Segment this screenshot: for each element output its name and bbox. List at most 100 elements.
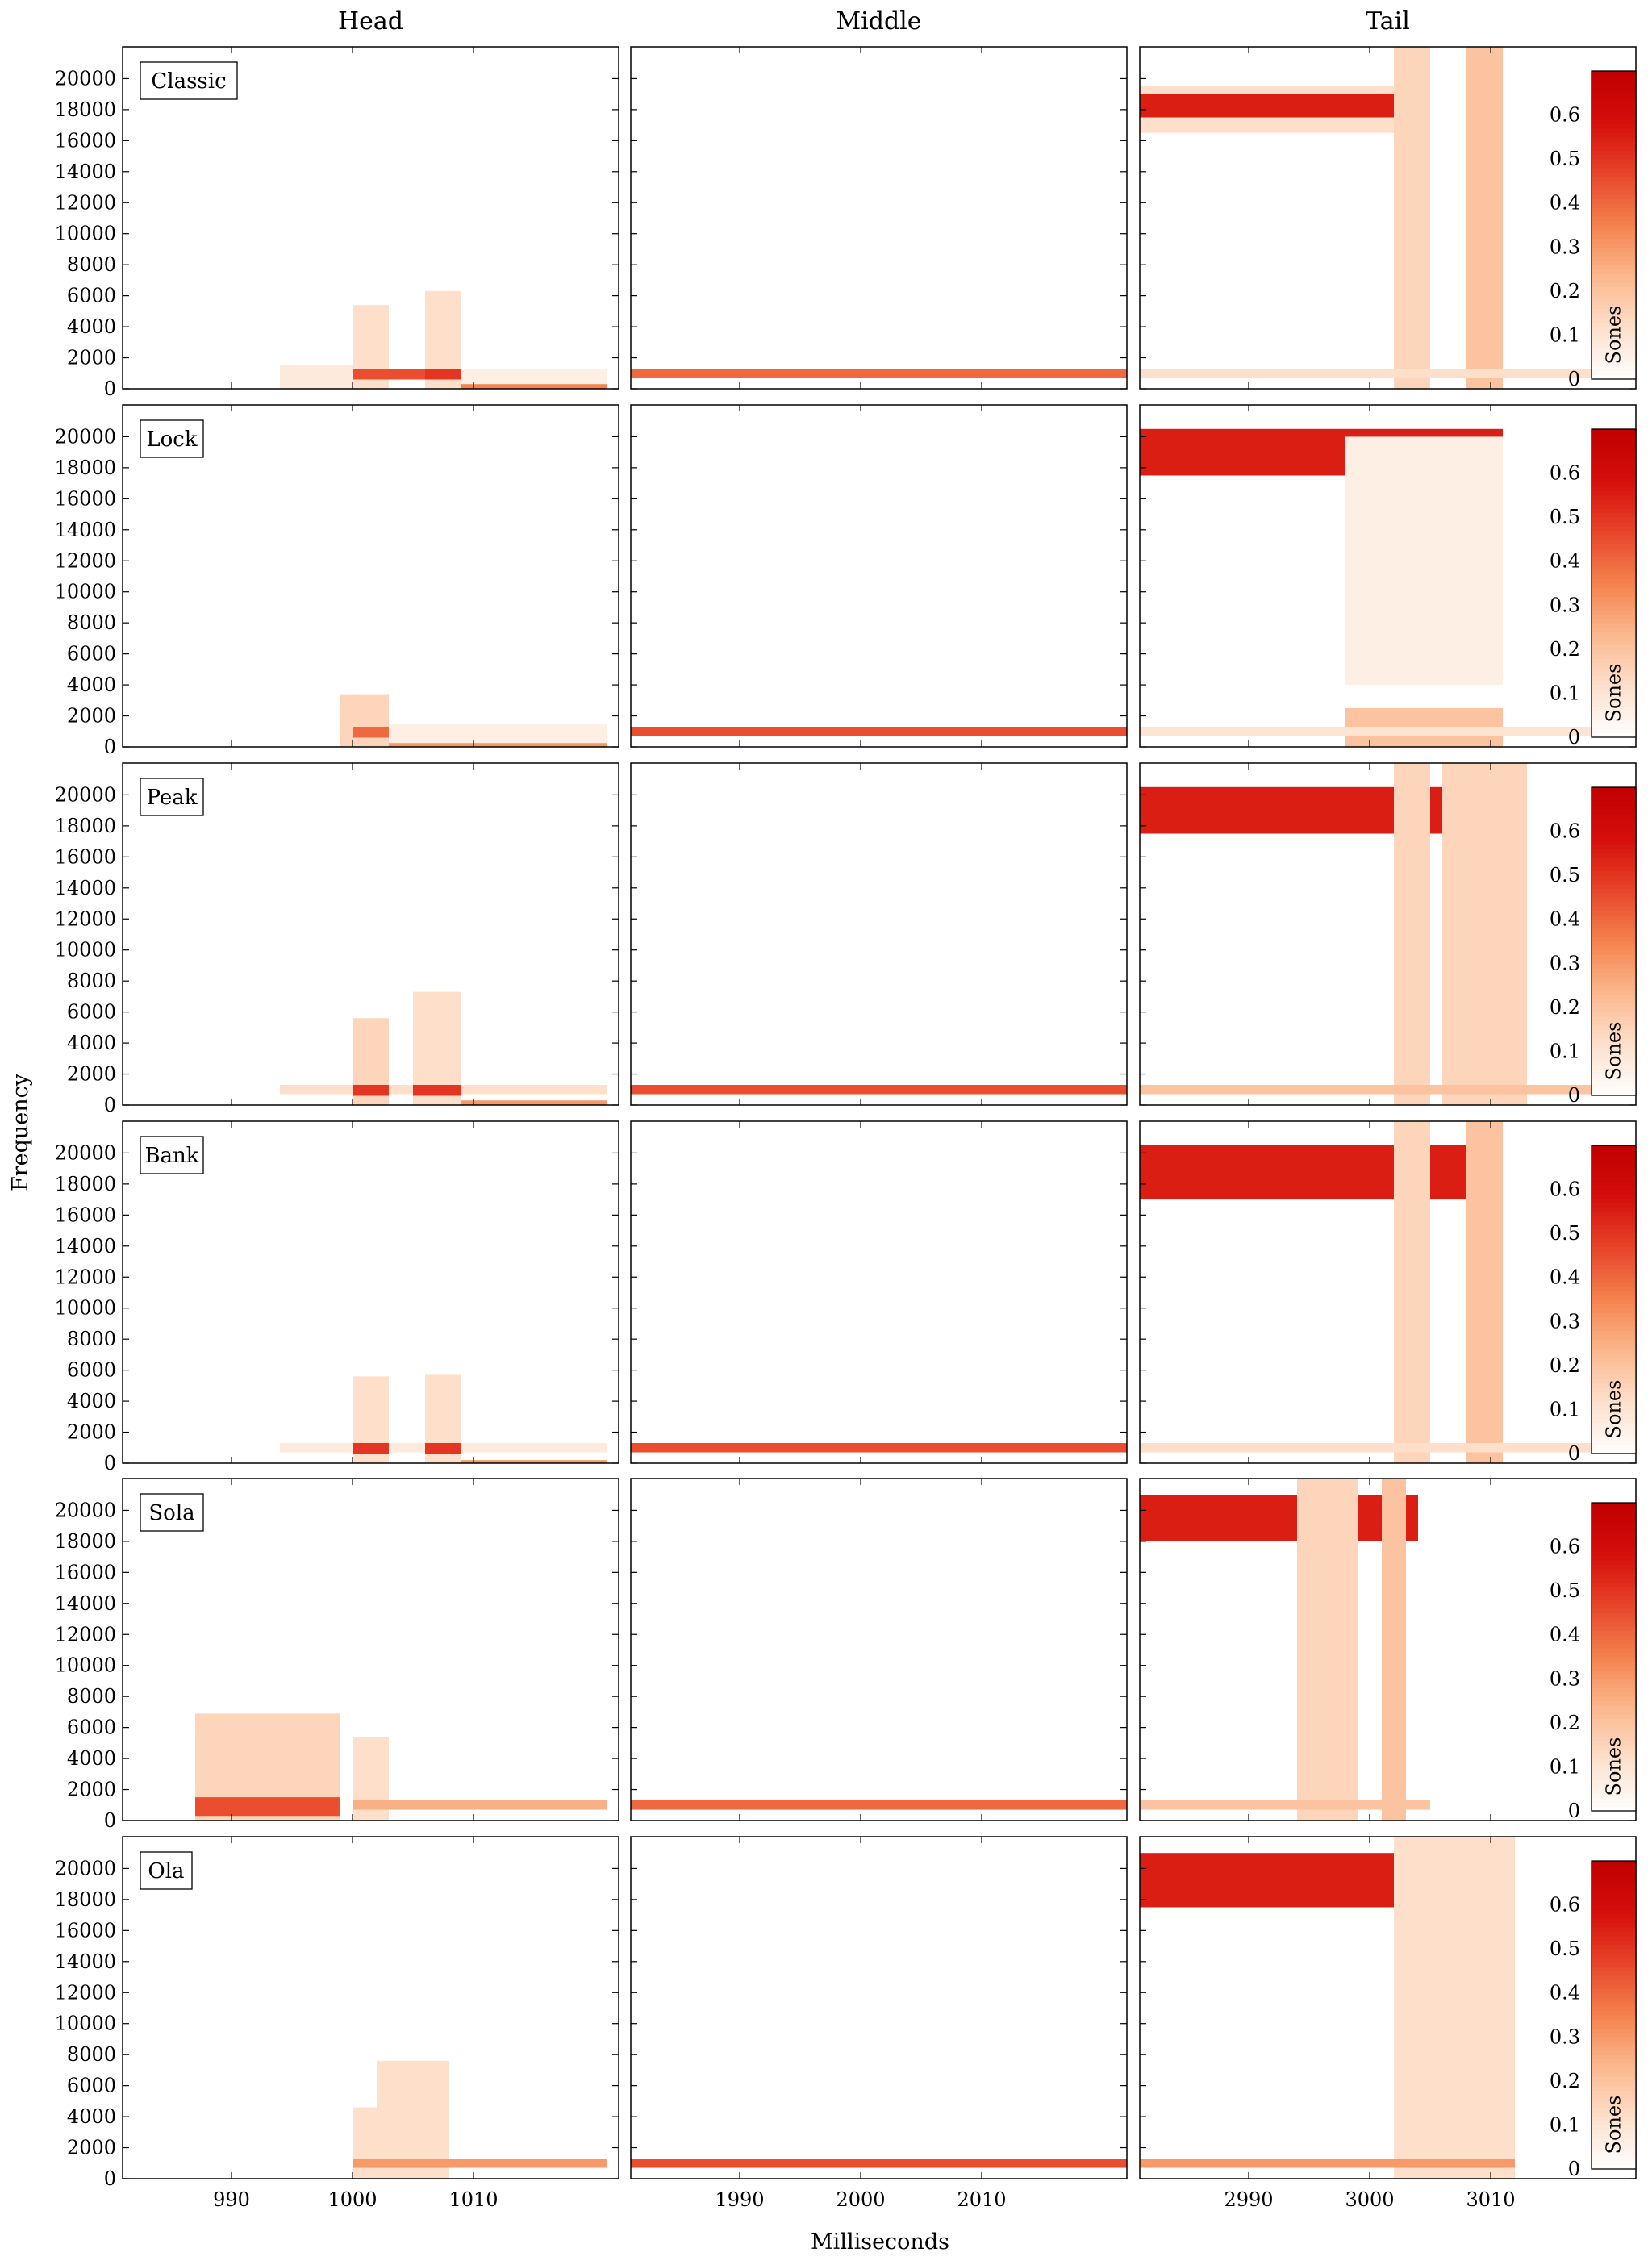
colorbar-step xyxy=(1592,1630,1636,1636)
y-tick-label: 4000 xyxy=(67,1032,116,1054)
row-label-box xyxy=(140,1136,204,1174)
colorbar-step xyxy=(1592,1643,1636,1649)
heat-cell xyxy=(1140,1085,1636,1095)
colorbar-step xyxy=(1592,119,1636,125)
colorbar-step xyxy=(1592,1966,1636,1972)
heat-cell xyxy=(1394,763,1430,1105)
colorbar-step xyxy=(1592,1983,1636,1989)
colorbar-step xyxy=(1592,1713,1636,1719)
colorbar-step xyxy=(1592,1883,1636,1888)
colorbar-step xyxy=(1592,269,1636,274)
column-title-tail: Tail xyxy=(1366,7,1410,35)
colorbar-step xyxy=(1592,583,1636,589)
colorbar-step xyxy=(1592,111,1636,116)
heat-cell xyxy=(631,727,1127,736)
row-label-box xyxy=(140,61,238,100)
colorbar-step xyxy=(1592,357,1636,362)
colorbar-step xyxy=(1592,1343,1636,1349)
colorbar-step xyxy=(1592,88,1636,94)
colorbar-step xyxy=(1592,1259,1636,1265)
colorbar-step xyxy=(1592,127,1636,133)
colorbar-step xyxy=(1592,697,1636,703)
colorbar-step xyxy=(1592,945,1636,951)
colorbar-step xyxy=(1592,711,1636,716)
y-tick-label: 10000 xyxy=(55,581,116,603)
colorbar-step xyxy=(1592,787,1636,793)
colorbar-step xyxy=(1592,216,1636,222)
colorbar-tick-label: 0 xyxy=(1568,2158,1580,2180)
colorbar-step xyxy=(1592,653,1636,659)
x-axis-label: Milliseconds xyxy=(811,2230,949,2255)
x-tick-label: 3010 xyxy=(1466,2188,1515,2211)
colorbar-tick-label: 0.5 xyxy=(1550,1222,1580,1245)
y-tick-label: 16000 xyxy=(55,845,116,868)
colorbar-step xyxy=(1592,1334,1636,1340)
panel-frame xyxy=(122,1120,620,1464)
colorbar-frame xyxy=(1591,70,1637,380)
colorbar-step xyxy=(1592,1264,1636,1270)
colorbar-step xyxy=(1592,1029,1636,1035)
heat-cell xyxy=(1140,727,1636,736)
colorbar-step xyxy=(1592,2050,1636,2055)
panel-frame xyxy=(122,46,620,390)
colorbar-step xyxy=(1592,715,1636,720)
colorbar-step xyxy=(1592,866,1636,872)
colorbar-step xyxy=(1592,809,1636,815)
colorbar-step xyxy=(1592,1400,1636,1406)
colorbar-step xyxy=(1592,831,1636,836)
colorbar-step xyxy=(1592,1621,1636,1627)
y-tick-label: 4000 xyxy=(67,315,116,338)
colorbar-step xyxy=(1592,1268,1636,1274)
column-title-head: Head xyxy=(338,7,403,35)
colorbar-step xyxy=(1592,1194,1636,1199)
y-tick-label: 10000 xyxy=(55,1654,116,1677)
colorbar-step xyxy=(1592,136,1636,142)
colorbar-step xyxy=(1592,172,1636,177)
colorbar-step xyxy=(1592,1379,1636,1384)
colorbar-step xyxy=(1592,1806,1636,1812)
x-tick-label: 990 xyxy=(213,2188,250,2211)
colorbar-step xyxy=(1592,732,1636,738)
colorbar-step xyxy=(1592,1189,1636,1195)
y-tick-label: 2000 xyxy=(67,1421,116,1444)
colorbar-tick-label: 0.3 xyxy=(1550,1667,1580,1690)
colorbar-step xyxy=(1592,352,1636,358)
colorbar-tick-label: 0.5 xyxy=(1550,864,1580,886)
colorbar-step xyxy=(1592,1242,1636,1248)
colorbar-step xyxy=(1592,1958,1636,1963)
colorbar-step xyxy=(1592,181,1636,186)
colorbar-step xyxy=(1592,176,1636,182)
colorbar-step xyxy=(1592,1033,1636,1039)
colorbar-tick-label: 0.5 xyxy=(1550,506,1580,528)
y-tick-label: 2000 xyxy=(67,2137,116,2159)
heat-cell xyxy=(1140,786,1491,834)
colorbar-label: Sones xyxy=(1603,1380,1625,1439)
colorbar-step xyxy=(1592,795,1636,801)
colorbar-step xyxy=(1592,437,1636,443)
colorbar-step xyxy=(1592,1865,1636,1871)
y-tick-label: 8000 xyxy=(67,970,116,992)
colorbar-step xyxy=(1592,1055,1636,1061)
heat-cell xyxy=(631,1800,1127,1810)
colorbar-step xyxy=(1592,503,1636,509)
colorbar-step xyxy=(1592,1356,1636,1362)
colorbar-step xyxy=(1592,836,1636,841)
colorbar-step xyxy=(1592,623,1636,628)
y-tick-label: 14000 xyxy=(55,877,116,899)
y-tick-label: 20000 xyxy=(55,783,116,806)
colorbar-step xyxy=(1592,1754,1636,1759)
colorbar-step xyxy=(1592,557,1636,562)
colorbar-step xyxy=(1592,1988,1636,1994)
colorbar-step xyxy=(1592,1158,1636,1164)
colorbar-step xyxy=(1592,2107,1636,2113)
x-tick-label: 2010 xyxy=(957,2188,1006,2211)
colorbar-step xyxy=(1592,1775,1636,1781)
colorbar-step xyxy=(1592,1997,1636,2003)
y-tick-label: 16000 xyxy=(55,1919,116,1942)
colorbar-step xyxy=(1592,1705,1636,1711)
colorbar-tick-label: 0.5 xyxy=(1550,148,1580,170)
colorbar-step xyxy=(1592,1687,1636,1693)
colorbar-step xyxy=(1592,892,1636,899)
colorbar-step xyxy=(1592,446,1636,452)
colorbar-step xyxy=(1592,1529,1636,1534)
